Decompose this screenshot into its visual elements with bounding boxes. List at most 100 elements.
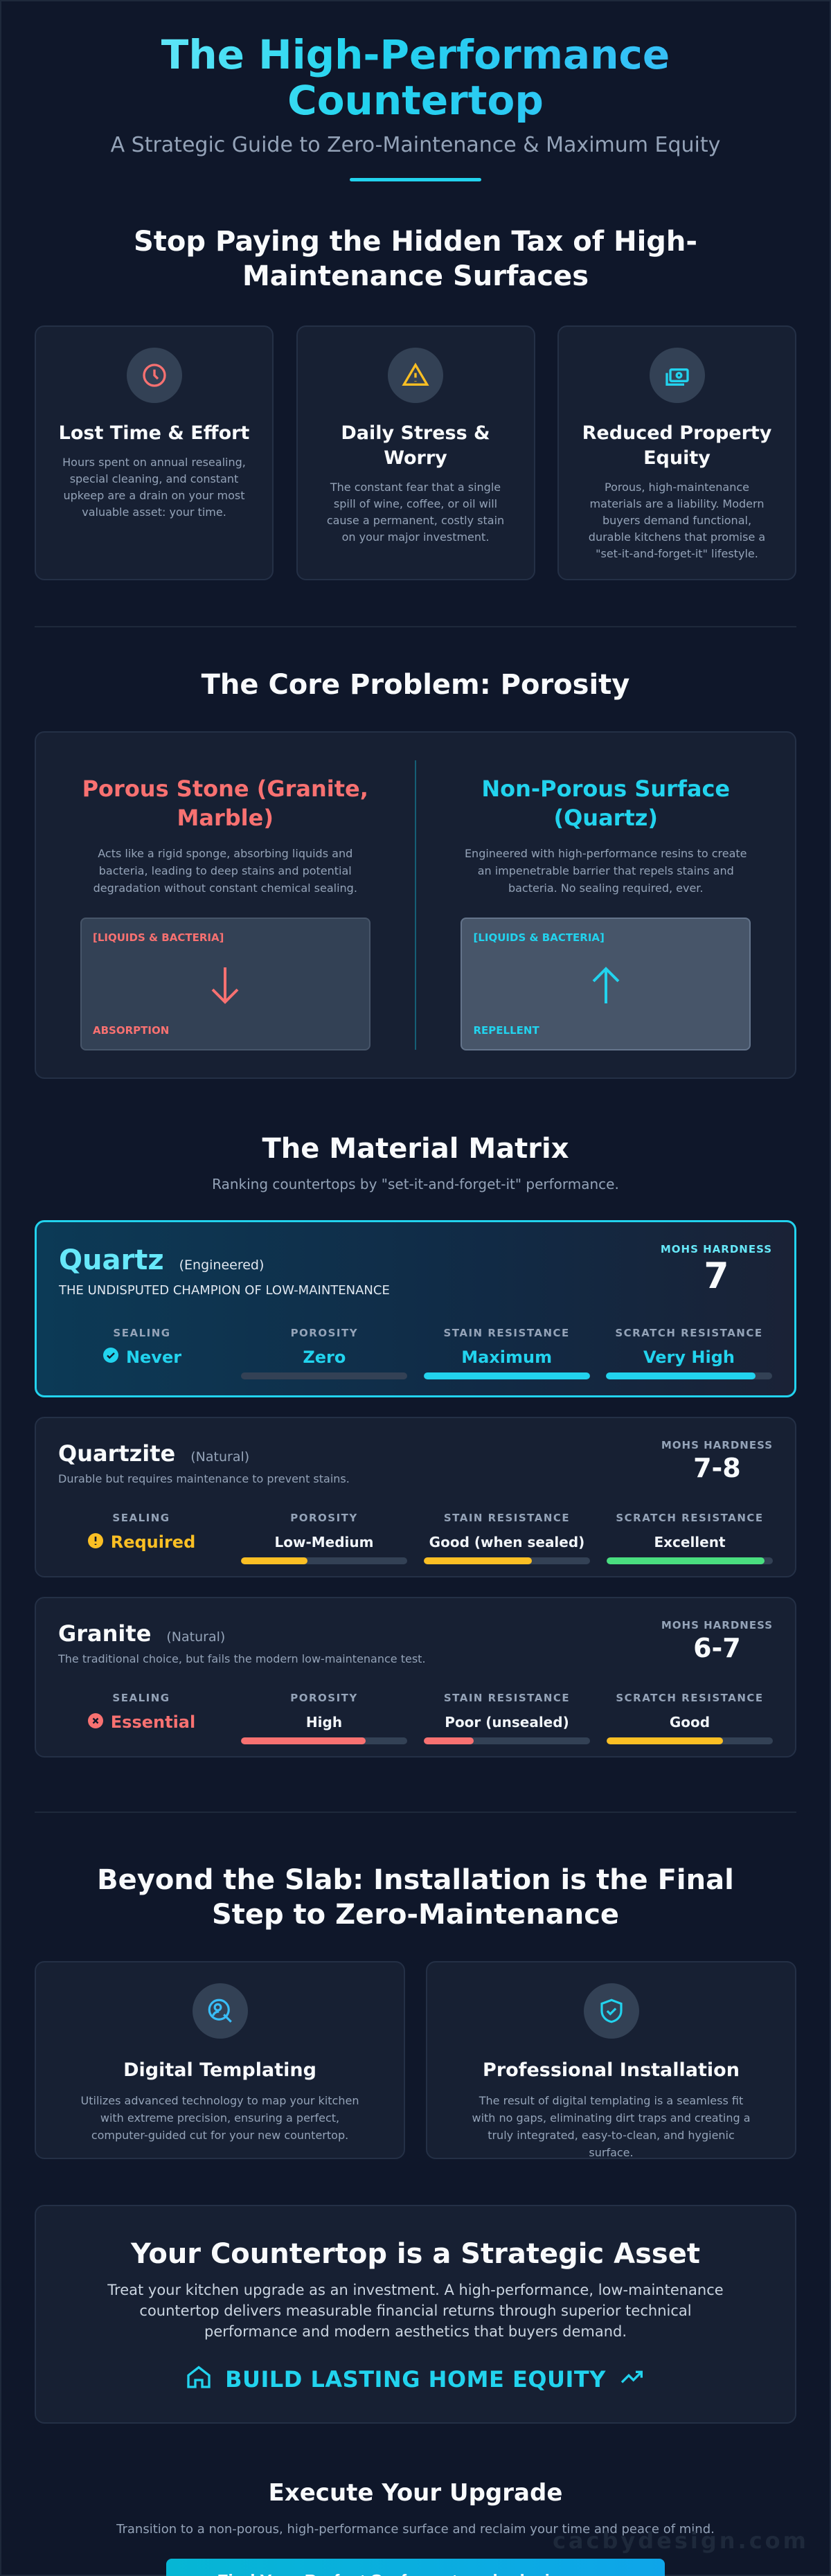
stain-value: Good (when sealed) (429, 1534, 585, 1550)
scratch-metric: SCRATCH RESISTANCE Excellent (607, 1512, 773, 1564)
stain-metric: STAIN RESISTANCE Good (when sealed) (424, 1512, 590, 1564)
porosity-fill (241, 1737, 366, 1744)
material-card-quartzite: Quartzite (Natural) Durable but requires… (35, 1417, 796, 1577)
mohs-hardness: MOHS HARDNESS 7 (661, 1243, 772, 1297)
metric-label: POROSITY (290, 1327, 359, 1339)
material-description: Durable but requires maintenance to prev… (58, 1472, 350, 1485)
x-circle-icon (87, 1712, 104, 1733)
section-divider (35, 626, 796, 627)
porosity-metric: POROSITY High (241, 1692, 407, 1744)
installation-section: Beyond the Slab: Installation is the Fin… (35, 1863, 796, 2159)
mohs-value: 6-7 (693, 1633, 741, 1663)
professional-installation-card: Professional Installation The result of … (426, 1961, 796, 2159)
porosity-value: High (305, 1714, 343, 1730)
material-type: (Natural) (166, 1629, 226, 1645)
scratch-fill (605, 1372, 756, 1379)
metric-label: SEALING (112, 1692, 170, 1704)
comparison-divider (414, 760, 417, 1050)
find-surface-button[interactable]: Find Your Perfect Surface at cacbydesign… (166, 2559, 665, 2576)
matrix-heading: The Material Matrix (262, 1133, 569, 1165)
porosity-fill (241, 1557, 307, 1564)
title-underline (350, 178, 481, 181)
card-title: Digital Templating (123, 2059, 316, 2081)
material-card-quartz: Quartz (Engineered) THE UNDISPUTED CHAMP… (35, 1220, 796, 1397)
metric-label: SCRATCH RESISTANCE (616, 1692, 764, 1704)
mohs-label: MOHS HARDNESS (661, 1619, 773, 1631)
execute-section: Execute Your Upgrade Transition to a non… (35, 2479, 796, 2576)
tax-card-equity: Reduced Property Equity Porous, high-mai… (557, 325, 796, 580)
porosity-bar (241, 1557, 407, 1564)
material-description: The traditional choice, but fails the mo… (58, 1652, 426, 1665)
non-porous-text: Engineered with high-performance resins … (464, 847, 747, 895)
repellent-label: REPELLENT (473, 1024, 539, 1037)
material-type: (Natural) (190, 1449, 250, 1465)
sealing-metric: SEALING Never (59, 1327, 225, 1379)
sealing-metric: SEALING Required (58, 1512, 224, 1564)
material-card-granite: Granite (Natural) The traditional choice… (35, 1597, 796, 1757)
scratch-fill (607, 1557, 765, 1564)
stain-fill (423, 1372, 590, 1379)
tax-card-title: Daily Stress & Worry (341, 422, 490, 469)
metric-label: POROSITY (290, 1512, 358, 1524)
digital-templating-card: Digital Templating Utilizes advanced tec… (35, 1961, 405, 2159)
mohs-hardness: MOHS HARDNESS 6-7 (661, 1619, 773, 1663)
absorption-demo: [LIQUIDS & BACTERIA] ABSORPTION (80, 918, 370, 1050)
money-icon (649, 348, 705, 403)
hidden-tax-heading: Stop Paying the Hidden Tax of High-Maint… (134, 226, 697, 292)
tax-card-title: Lost Time & Effort (58, 422, 250, 444)
execute-text: Transition to a non-porous, high-perform… (116, 2522, 715, 2537)
execute-heading: Execute Your Upgrade (268, 2479, 563, 2507)
tax-card-text: Porous, high-maintenance materials are a… (588, 481, 766, 560)
mohs-label: MOHS HARDNESS (660, 1243, 772, 1255)
scratch-metric: SCRATCH RESISTANCE Very High (605, 1327, 772, 1379)
metric-label: SEALING (112, 1512, 170, 1524)
sealing-value: Essential (110, 1712, 196, 1732)
sealing-value: Required (110, 1532, 196, 1552)
porous-stone-text: Acts like a rigid sponge, absorbing liqu… (93, 847, 357, 895)
scratch-bar (605, 1372, 772, 1379)
sealing-metric: SEALING Essential (58, 1692, 224, 1744)
hero: The High-Performance Countertop A Strate… (35, 0, 796, 181)
porosity-metric: POROSITY Zero (241, 1327, 408, 1379)
mohs-hardness: MOHS HARDNESS 7-8 (661, 1439, 773, 1483)
tax-card-stress: Daily Stress & Worry The constant fear t… (296, 325, 535, 580)
mohs-value: 7-8 (693, 1453, 741, 1483)
non-porous-column: Non-Porous Surface (Quartz) Engineered w… (416, 760, 795, 1050)
material-name: Quartzite (58, 1440, 176, 1467)
home-icon (185, 2363, 213, 2396)
porosity-heading: The Core Problem: Porosity (201, 669, 630, 701)
mohs-label: MOHS HARDNESS (661, 1439, 773, 1451)
mohs-value: 7 (704, 1255, 729, 1297)
scratch-metric: SCRATCH RESISTANCE Good (607, 1692, 773, 1744)
stain-fill (424, 1737, 474, 1744)
metric-label: POROSITY (290, 1692, 358, 1704)
stain-bar (424, 1737, 590, 1744)
stain-metric: STAIN RESISTANCE Maximum (423, 1327, 590, 1379)
stain-value: Poor (unsealed) (445, 1714, 569, 1730)
card-title: Professional Installation (483, 2059, 740, 2081)
scratch-value: Good (669, 1714, 711, 1730)
absorption-label: ABSORPTION (93, 1024, 170, 1037)
repellent-demo: [LIQUIDS & BACTERIA] REPELLENT (461, 918, 751, 1050)
asset-text: Treat your kitchen upgrade as an investm… (107, 2282, 724, 2340)
metric-label: SCRATCH RESISTANCE (616, 1512, 764, 1524)
metric-label: SCRATCH RESISTANCE (615, 1327, 763, 1339)
equity-callout: BUILD LASTING HOME EQUITY (98, 2363, 733, 2396)
check-circle-icon (102, 1347, 119, 1368)
shield-check-icon (583, 1983, 639, 2039)
porous-stone-column: Porous Stone (Granite, Marble) Acts like… (36, 760, 415, 1050)
hidden-tax-section: Stop Paying the Hidden Tax of High-Maint… (35, 224, 796, 580)
porosity-comparison: Porous Stone (Granite, Marble) Acts like… (35, 731, 796, 1079)
watermark: cacbydesign.com (552, 2528, 809, 2554)
tax-card-time: Lost Time & Effort Hours spent on annual… (35, 325, 274, 580)
porosity-bar (241, 1737, 407, 1744)
stain-metric: STAIN RESISTANCE Poor (unsealed) (424, 1692, 590, 1744)
stain-bar (423, 1372, 590, 1379)
card-text: Utilizes advanced technology to map your… (80, 2094, 359, 2142)
tax-card-text: The constant fear that a single spill of… (326, 481, 505, 544)
scratch-bar (607, 1737, 773, 1744)
tax-card-title: Reduced Property Equity (582, 422, 772, 469)
scratch-bar (607, 1557, 773, 1564)
scratch-value: Excellent (654, 1534, 726, 1550)
liquids-tag: [LIQUIDS & BACTERIA] (473, 931, 605, 944)
